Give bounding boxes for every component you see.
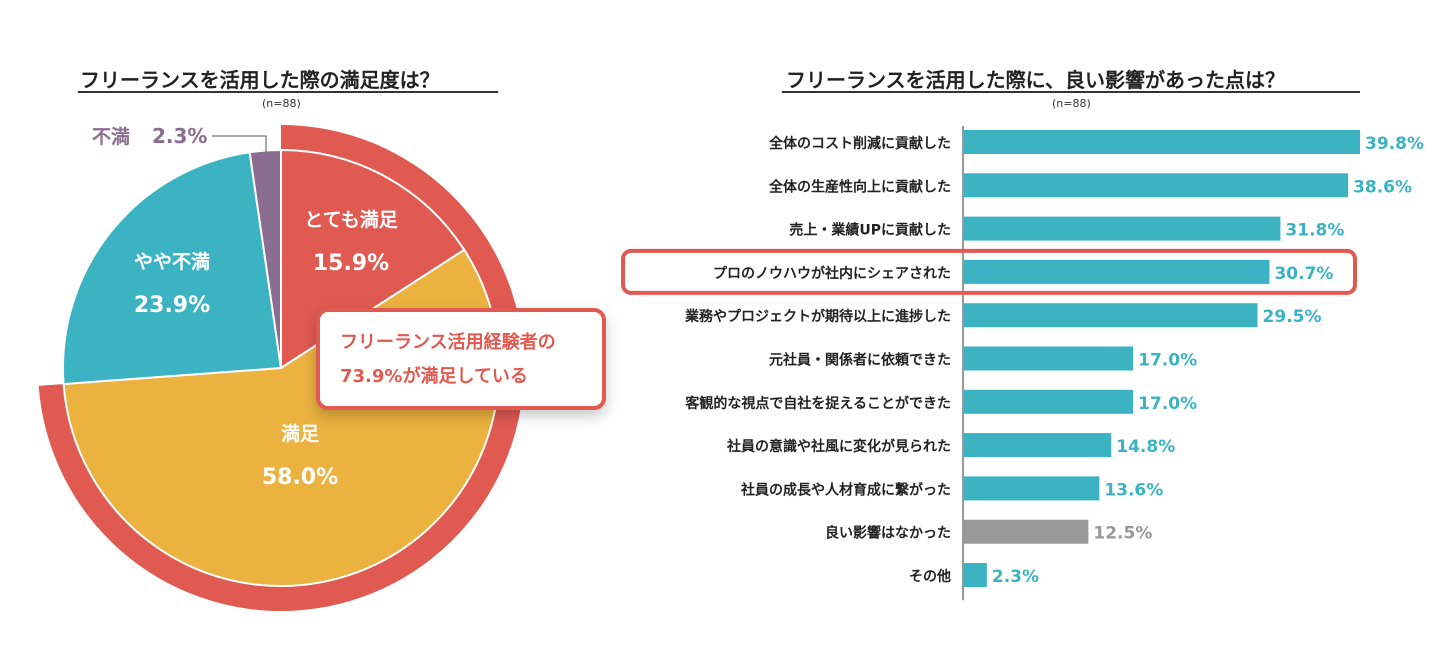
bar	[964, 389, 1134, 414]
satisfaction-callout: フリーランス活用経験者の 73.9%が満足している	[316, 308, 606, 410]
bar	[964, 433, 1112, 458]
bar	[964, 346, 1134, 371]
pie-slice	[62, 151, 283, 386]
pie-slice-label: とても満足	[304, 209, 398, 231]
pie-sample-note: (n=88)	[262, 97, 301, 110]
bar-category-label: 全体の生産性向上に貢献した	[768, 178, 951, 195]
pie-slice-value: 15.9%	[313, 251, 389, 276]
bar-category-label: 社員の成長や人材育成に繋がった	[740, 481, 951, 498]
impact-bar-panel: フリーランスを活用した際に、良い影響があった点は？ (n=88) 全体のコスト削…	[620, 0, 1440, 657]
bar-category-label: 客観的な視点で自社を捉えることができた	[684, 395, 951, 412]
bar-sample-note: (n=88)	[1052, 97, 1091, 110]
bar	[964, 303, 1258, 328]
callout-line-1: フリーランス活用経験者の	[340, 332, 556, 353]
pie-title-underline	[78, 91, 498, 93]
bar-value-label: 13.6%	[1104, 480, 1163, 500]
bar	[964, 173, 1349, 198]
bar-value-label: 30.7%	[1274, 264, 1333, 284]
bar	[964, 130, 1361, 154]
bar-value-label: 17.0%	[1138, 394, 1197, 414]
bar-value-label: 14.8%	[1116, 437, 1175, 457]
bar-value-label: 38.6%	[1353, 177, 1412, 197]
pie-small-slice-value: 2.3%	[152, 124, 207, 148]
bar-chart-title: フリーランスを活用した際に、良い影響があった点は？	[786, 68, 1285, 92]
pie-leader-line	[212, 135, 267, 152]
satisfaction-pie-panel: フリーランスを活用した際の満足度は？ (n=88) とても満足 15.9% 満足 58…	[0, 0, 620, 657]
bar-category-label: 売上・業績UPに貢献した	[789, 222, 951, 239]
bar-category-label: 業務やプロジェクトが期待以上に進捗した	[684, 308, 951, 325]
pie-slice-label: 満足	[281, 423, 320, 445]
bar-category-label: 全体のコスト削減に貢献した	[768, 135, 951, 152]
bar-value-label: 29.5%	[1263, 307, 1322, 327]
bar	[964, 563, 987, 587]
bar-value-label: 39.8%	[1365, 134, 1424, 154]
pie-slice-value: 58.0%	[262, 465, 338, 490]
bar-category-label: 社員の意識や社風に変化が見られた	[726, 438, 951, 455]
bar-category-label: 元社員・関係者に依頼できた	[769, 352, 951, 369]
pie-slice-value: 23.9%	[134, 293, 210, 318]
bar-value-label: 31.8%	[1285, 221, 1344, 241]
bar-value-label: 17.0%	[1138, 351, 1197, 371]
bar-title-underline	[782, 91, 1360, 93]
bar	[964, 216, 1281, 241]
bar-category-label: その他	[909, 568, 951, 585]
bar-category-label: プロのノウハウが社内にシェアされた	[713, 265, 951, 282]
bar	[964, 476, 1100, 501]
bar-value-label: 12.5%	[1093, 524, 1152, 544]
bar-category-label: 良い影響はなかった	[825, 525, 951, 542]
highlighted-row-frame	[621, 248, 1357, 295]
pie-small-slice-label: 不満	[92, 126, 130, 148]
bar	[964, 259, 1270, 284]
bar-chart: 全体のコスト削減に貢献した 39.8% 全体の生産性向上に貢献した 38.6% 売上・業…	[621, 126, 1424, 601]
bar	[964, 519, 1089, 544]
pie-chart-title: フリーランスを活用した際の満足度は？	[80, 68, 440, 92]
bar-value-label: 2.3%	[992, 567, 1039, 587]
callout-line-2: 73.9%が満足している	[340, 366, 528, 387]
pie-slice-label: やや不満	[134, 251, 210, 273]
pie-slice	[248, 148, 282, 369]
